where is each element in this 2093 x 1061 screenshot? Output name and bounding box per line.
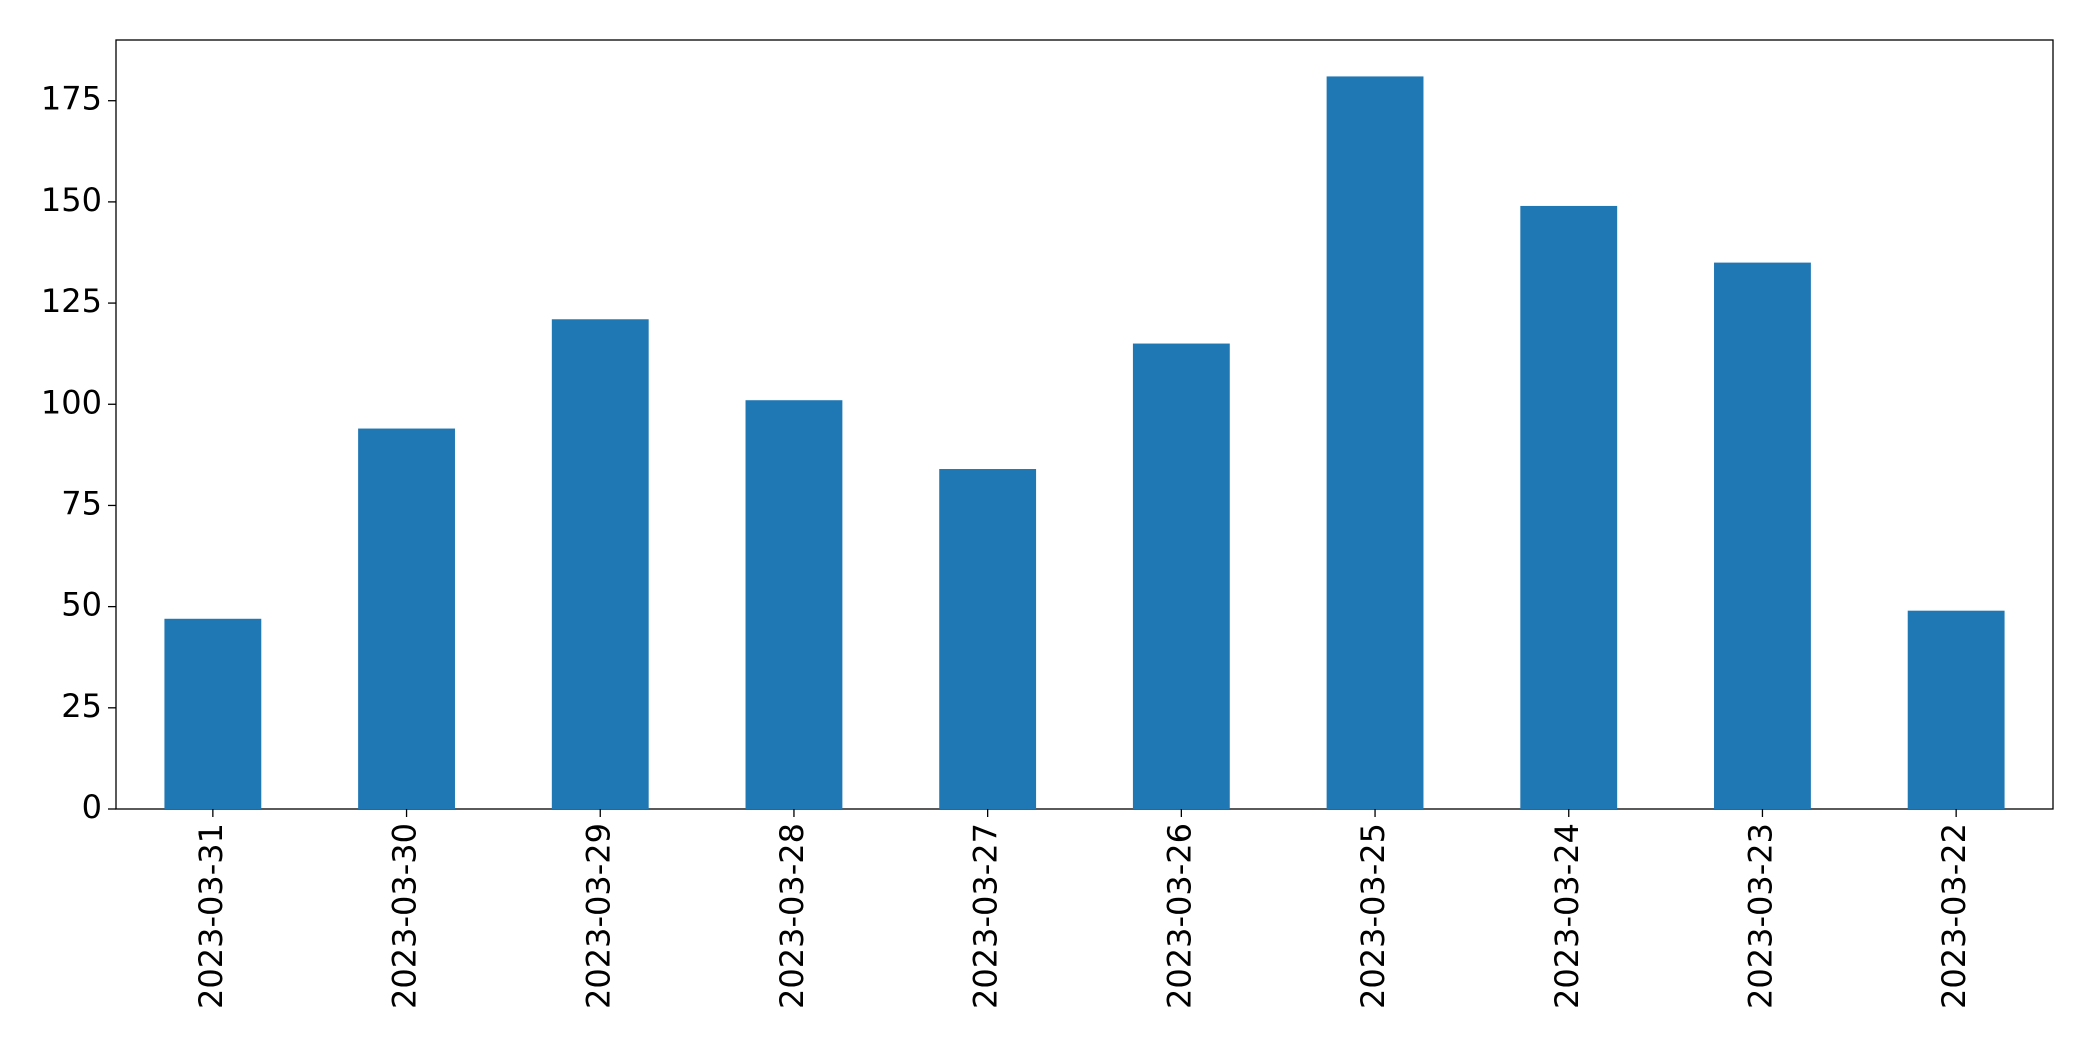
y-tick-label: 100 — [41, 383, 102, 421]
x-tick-label: 2023-03-28 — [773, 823, 811, 1009]
bar — [358, 428, 455, 809]
x-tick-label: 2023-03-25 — [1354, 823, 1392, 1009]
bar — [939, 469, 1037, 809]
y-tick-label: 50 — [61, 586, 102, 624]
bar — [1132, 343, 1230, 809]
y-tick-label: 175 — [41, 80, 102, 118]
bar — [745, 400, 843, 809]
y-tick-label: 0 — [82, 788, 102, 826]
x-tick-label: 2023-03-31 — [192, 823, 230, 1009]
bar — [1326, 76, 1424, 809]
y-tick-label: 125 — [41, 282, 102, 320]
x-tick-label: 2023-03-30 — [386, 823, 424, 1009]
y-tick-label: 150 — [41, 181, 102, 219]
x-tick-label: 2023-03-22 — [1935, 823, 1973, 1009]
x-tick-label: 2023-03-23 — [1741, 823, 1779, 1009]
x-tick-label: 2023-03-29 — [579, 823, 617, 1009]
x-tick-label: 2023-03-26 — [1160, 823, 1198, 1009]
plot-frame — [115, 39, 2054, 810]
y-tick-label: 75 — [61, 484, 102, 522]
y-tick-label: 25 — [61, 687, 102, 725]
bar — [1907, 610, 2005, 809]
bar — [551, 319, 649, 809]
bar — [1520, 205, 1618, 809]
bar — [1714, 262, 1811, 810]
x-tick-label: 2023-03-24 — [1548, 823, 1586, 1009]
x-tick-label: 2023-03-27 — [967, 823, 1005, 1009]
bar — [164, 618, 262, 809]
